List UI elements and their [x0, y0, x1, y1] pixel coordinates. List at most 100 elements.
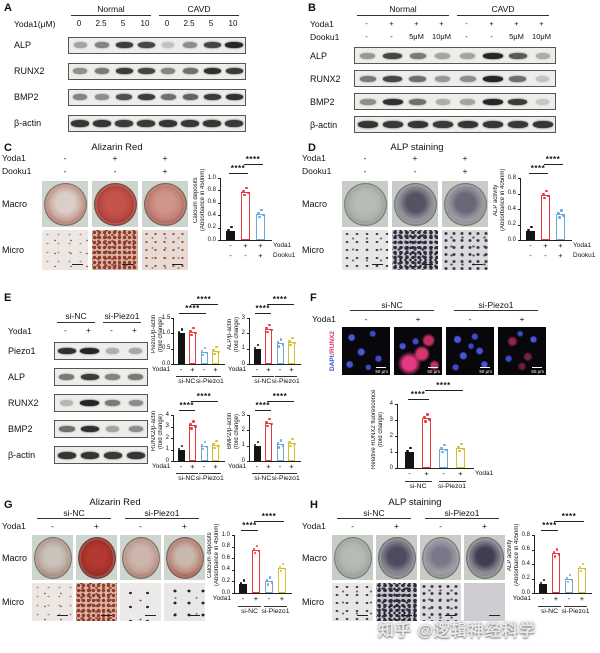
blot-lane — [55, 369, 78, 385]
bar — [239, 584, 247, 593]
data-point — [527, 228, 530, 232]
condition-value: + — [389, 19, 394, 28]
condition-value: + — [439, 19, 444, 28]
condition-value: 5μM — [509, 32, 524, 41]
condition-value: 0 — [164, 19, 170, 28]
condition-value: - — [439, 521, 442, 531]
panel-c-alizarin-red: C Alizarin Red Yoda1- + + Dooku1- - + Macro Mic… — [0, 140, 300, 290]
y-tick-mark — [218, 190, 220, 192]
data-point — [552, 551, 556, 554]
group-label: si-Piezo1 — [561, 608, 590, 615]
bar-chart-runx2-fluorescence: Relative RUNX2 fluorescence (fold change)… — [371, 381, 503, 495]
blot-lane — [223, 116, 245, 131]
data-point — [205, 351, 209, 355]
data-point — [245, 186, 248, 190]
panel-c-title: Alizarin Red — [91, 142, 143, 153]
group-label: si-NC — [541, 608, 558, 615]
data-point — [256, 440, 260, 444]
protein-band — [57, 451, 76, 459]
blot-lane — [430, 71, 455, 86]
staining-block-h: si-NC si-Piezo1 Yoda1 - + - + Macro Micro — [302, 508, 508, 622]
x-tick-value: - — [529, 251, 532, 260]
culture-well — [466, 537, 504, 579]
blot-group-label: si-NC — [57, 311, 95, 323]
y-tick-mark — [171, 426, 173, 428]
y-tick-mark — [232, 546, 234, 548]
data-point — [213, 352, 216, 356]
blot-lane — [505, 71, 530, 86]
data-point — [553, 555, 557, 558]
condition-value: - — [63, 166, 67, 176]
data-point — [542, 578, 546, 581]
significance-line — [554, 521, 584, 522]
data-point — [562, 214, 565, 217]
condition-label: Yoda1 — [310, 19, 334, 29]
y-tick-mark — [247, 430, 249, 432]
blot-lane — [480, 48, 505, 63]
western-blot-a: Normal CAVD Yoda1(μM) 0 2.5 5 10 0 2.5 5 10 ALP RUNX… — [14, 3, 248, 136]
micro-image — [420, 583, 461, 621]
y-tick-mark — [171, 461, 173, 462]
blot-lane — [91, 90, 113, 105]
x-tick-value: + — [558, 251, 563, 260]
data-point — [178, 335, 182, 338]
bar — [565, 578, 573, 593]
protein-band — [80, 348, 99, 354]
culture-well — [444, 183, 487, 226]
blot-lane — [113, 90, 135, 105]
data-point — [257, 549, 261, 552]
y-tick-label: 3 — [241, 411, 245, 418]
blot-protein-row: BMP2 — [14, 84, 248, 110]
stain-macro-row: Macro — [302, 179, 492, 229]
x-tick-value: - — [567, 594, 571, 603]
y-tick-mark — [395, 436, 397, 437]
protein-band — [116, 94, 132, 100]
blot-lane — [157, 116, 179, 131]
panel-h-title: ALP staining — [388, 497, 442, 508]
significance-line — [528, 173, 548, 174]
group-underline — [264, 606, 287, 607]
significance-stars: **** — [542, 521, 557, 530]
protein-band — [58, 426, 75, 432]
blot-lane — [124, 395, 147, 411]
blot-lane — [91, 64, 113, 79]
bar-chart-runx2-fold: RUNX2/β-actin (fold change) 0 1 2 3 4 **** **** -… — [151, 392, 226, 487]
data-point — [279, 570, 283, 573]
micro-image — [32, 583, 73, 621]
scale-bar-label: 50 μm — [479, 369, 492, 374]
x-row-label: Yoda1 — [573, 242, 592, 249]
y-tick-mark — [232, 581, 234, 583]
bar — [578, 567, 586, 593]
blot-lane — [223, 38, 245, 53]
bar — [276, 343, 284, 364]
data-point — [291, 336, 294, 340]
merge-channel-part: RUNX2 — [329, 331, 336, 354]
x-tick-value: - — [179, 462, 183, 471]
blot-lane-box — [68, 62, 246, 80]
condition-value: 10μM — [532, 32, 551, 41]
micro-image — [76, 583, 117, 621]
data-point — [194, 425, 197, 428]
fluorescence-block-f: si-NC si-Piezo1 Yoda1 - + - + DAPI / RUNX2 50 μm 50… — [300, 300, 600, 377]
y-tick-label: 0.2 — [521, 575, 530, 581]
y-tick-mark — [218, 240, 220, 241]
stain-group-label: si-Piezo1 — [125, 508, 199, 519]
data-point — [440, 446, 443, 450]
blot-lane — [223, 64, 245, 79]
blot-lane — [380, 94, 405, 109]
blot-lane — [124, 343, 147, 359]
data-point — [270, 422, 273, 426]
significance-stars: **** — [255, 401, 270, 410]
bar — [189, 425, 196, 461]
bar — [288, 341, 295, 364]
y-tick-mark — [518, 193, 520, 195]
fluor-group-label: si-NC — [350, 300, 434, 311]
condition-value: + — [112, 153, 118, 163]
protein-label: ALP — [8, 372, 26, 382]
x-tick-value: + — [289, 365, 294, 374]
y-tick-mark — [171, 318, 173, 319]
y-tick-mark — [247, 333, 249, 335]
significance-line — [179, 410, 195, 411]
blot-lane — [223, 90, 245, 105]
fluorescence-image: 50 μm — [394, 327, 442, 375]
